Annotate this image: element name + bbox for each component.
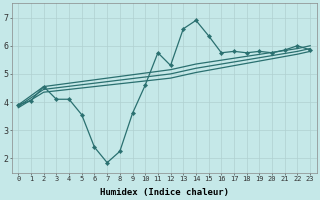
X-axis label: Humidex (Indice chaleur): Humidex (Indice chaleur) <box>100 188 229 197</box>
